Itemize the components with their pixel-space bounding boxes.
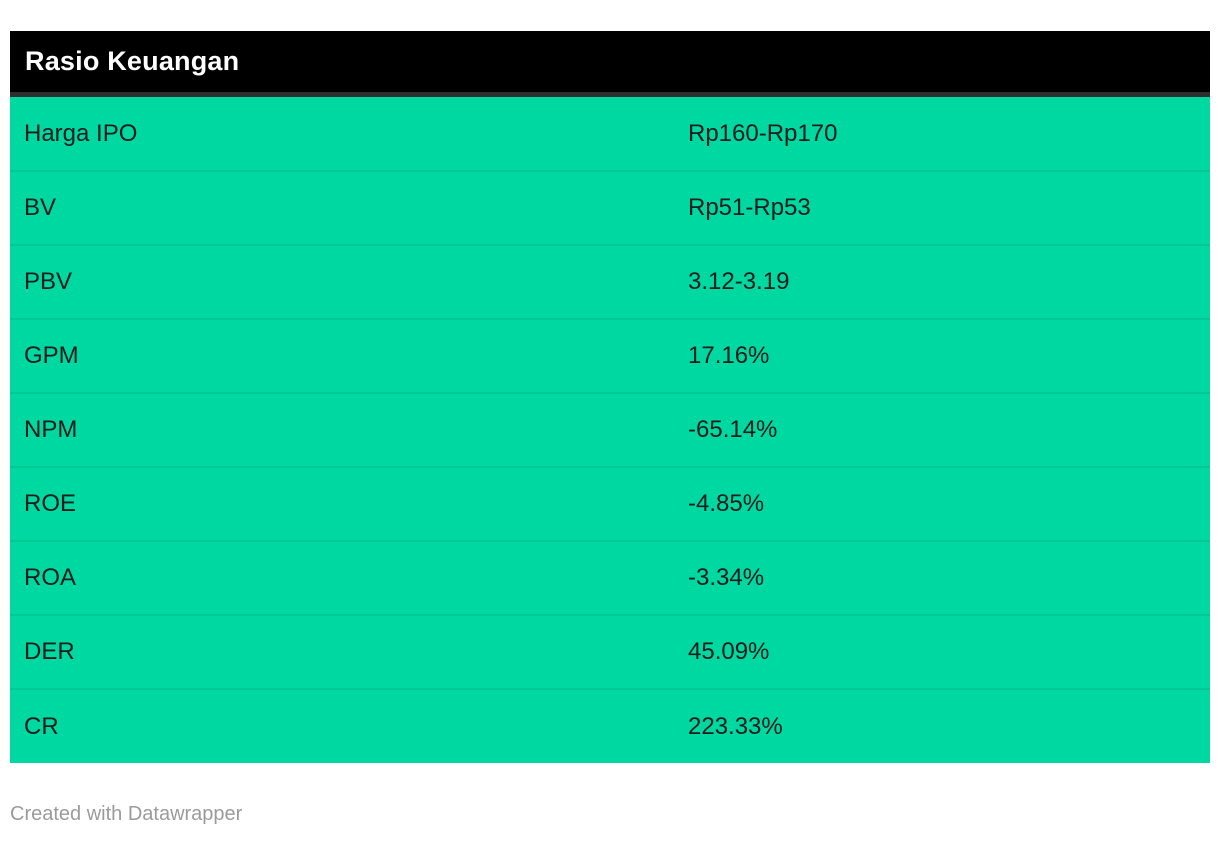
financial-ratios-table: Rasio Keuangan Harga IPO Rp160-Rp170 BV … (10, 31, 1210, 763)
row-label: DER (10, 614, 674, 689)
row-value: -4.85% (674, 466, 1210, 541)
row-value: 3.12-3.19 (674, 244, 1210, 319)
row-label: ROA (10, 540, 674, 615)
row-label: PBV (10, 244, 674, 319)
table-row: ROA -3.34% (10, 540, 1210, 615)
row-value: Rp160-Rp170 (674, 97, 1210, 171)
row-label: Harga IPO (10, 97, 674, 171)
table-row: CR 223.33% (10, 688, 1210, 763)
row-label: BV (10, 170, 674, 245)
datawrapper-credit-link[interactable]: Created with Datawrapper (10, 803, 243, 825)
row-label: ROE (10, 466, 674, 541)
row-label: GPM (10, 318, 674, 393)
table-row: PBV 3.12-3.19 (10, 244, 1210, 319)
row-value: 17.16% (674, 318, 1210, 393)
table-row: GPM 17.16% (10, 318, 1210, 393)
row-label: CR (10, 688, 674, 763)
row-label: NPM (10, 392, 674, 467)
row-value: Rp51-Rp53 (674, 170, 1210, 245)
table-row: Harga IPO Rp160-Rp170 (10, 97, 1210, 171)
table-row: ROE -4.85% (10, 466, 1210, 541)
table-row: NPM -65.14% (10, 392, 1210, 467)
table-row: DER 45.09% (10, 614, 1210, 689)
table-title: Rasio Keuangan (25, 46, 240, 76)
table-title-bar: Rasio Keuangan (10, 31, 1210, 97)
table-row: BV Rp51-Rp53 (10, 170, 1210, 245)
row-value: -65.14% (674, 392, 1210, 467)
row-value: 45.09% (674, 614, 1210, 689)
ratio-table: Harga IPO Rp160-Rp170 BV Rp51-Rp53 PBV 3… (10, 97, 1210, 763)
row-value: 223.33% (674, 688, 1210, 763)
row-value: -3.34% (674, 540, 1210, 615)
